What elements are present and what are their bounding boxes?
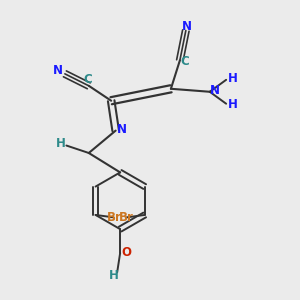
Text: H: H (109, 269, 119, 282)
Text: C: C (181, 56, 190, 68)
Text: Br: Br (119, 211, 134, 224)
Text: N: N (117, 123, 127, 136)
Text: N: N (210, 84, 220, 97)
Text: O: O (121, 246, 131, 259)
Text: Br: Br (106, 211, 122, 224)
Text: N: N (182, 20, 191, 33)
Text: H: H (56, 136, 66, 150)
Text: H: H (228, 98, 238, 111)
Text: H: H (228, 72, 238, 85)
Text: N: N (53, 64, 63, 77)
Text: C: C (83, 73, 92, 86)
